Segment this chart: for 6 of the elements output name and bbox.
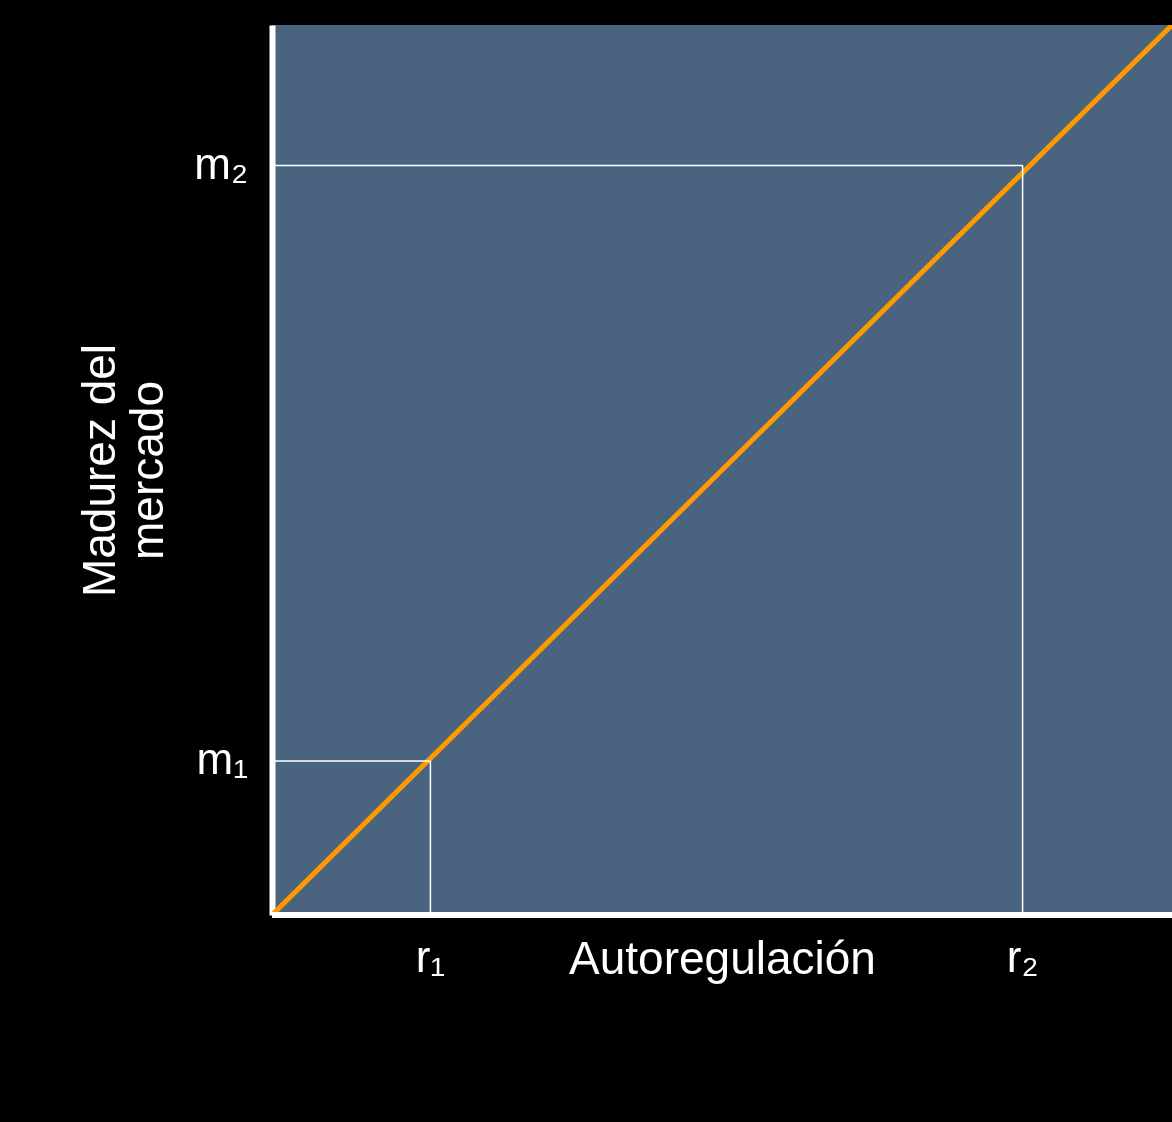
y-axis-title: Madurez del mercado bbox=[72, 343, 173, 598]
text: r₂ bbox=[1006, 932, 1039, 981]
x-axis-title: Autoregulación bbox=[569, 931, 876, 984]
annotation: m₁ bbox=[196, 734, 248, 784]
text: r₁ bbox=[415, 932, 446, 981]
annotation: m₂ bbox=[194, 138, 248, 188]
